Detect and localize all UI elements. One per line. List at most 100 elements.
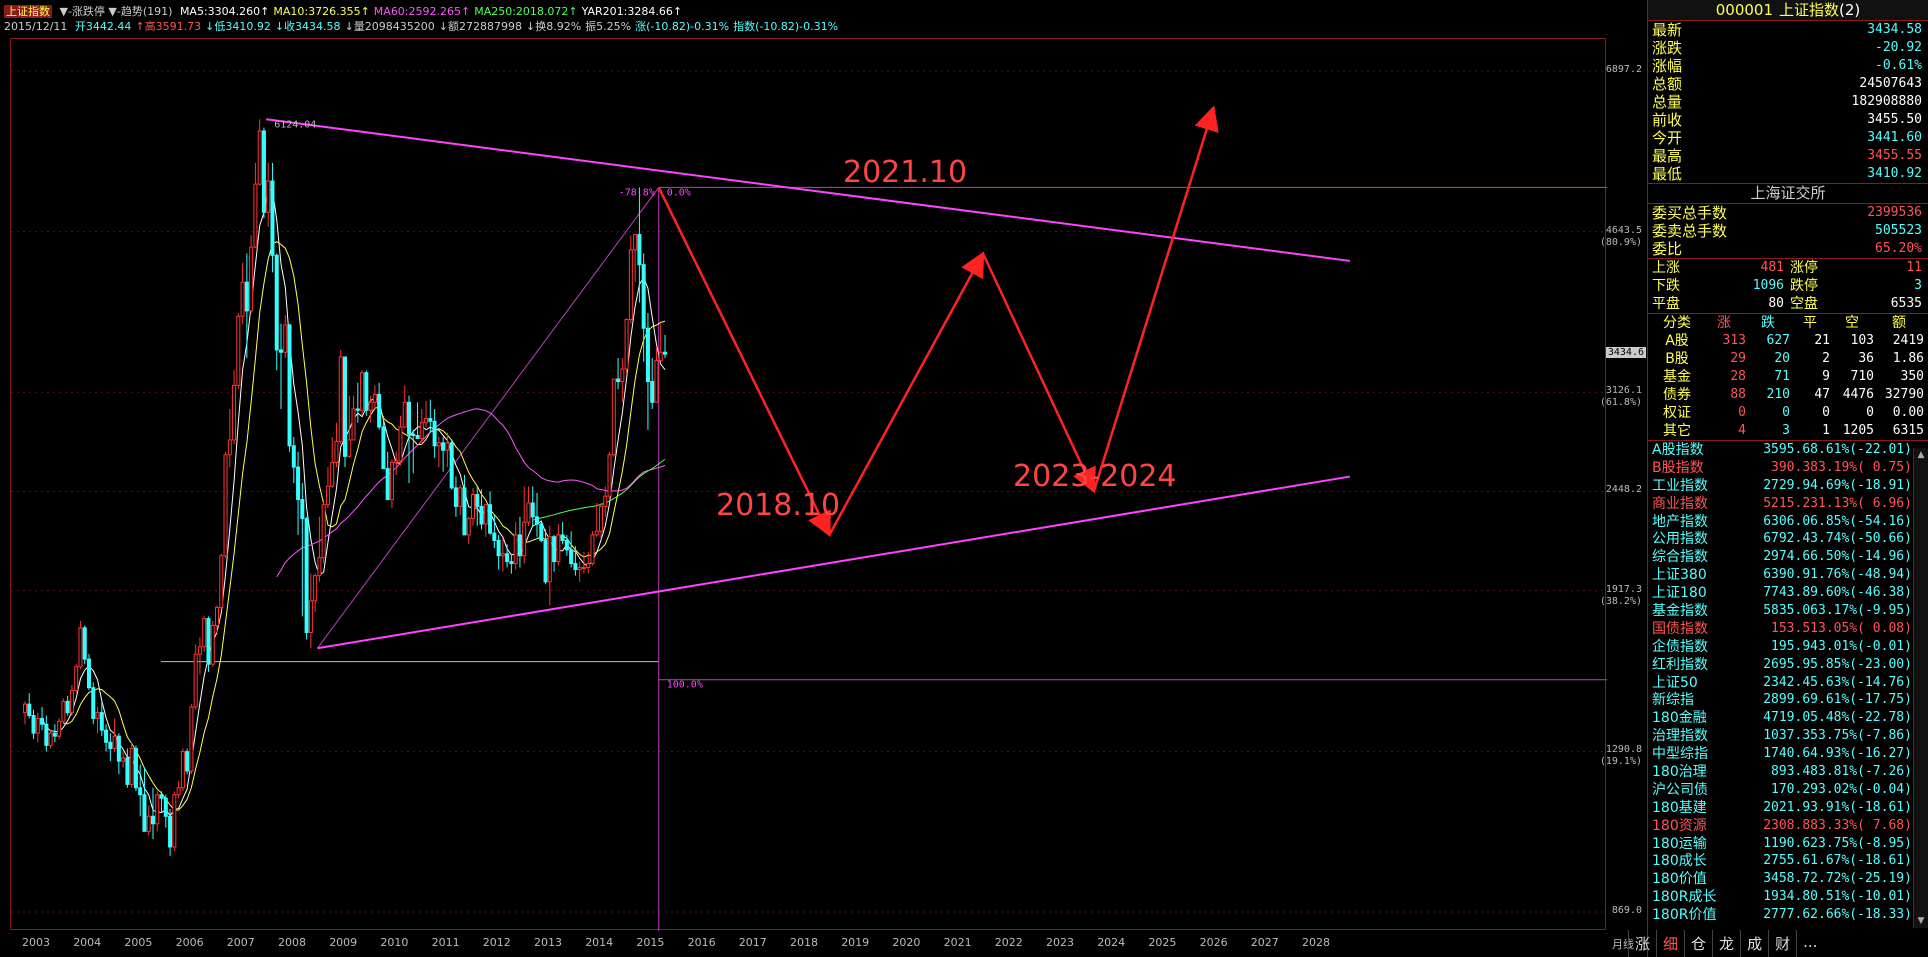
index-list-item[interactable]: 地产指数 6306.06.85%(-54.16): [1648, 513, 1928, 531]
candle-body: [569, 549, 574, 565]
index-list-item[interactable]: 180R成长 1934.80.51%(-10.01): [1648, 888, 1928, 906]
year-tick-label: 2020: [892, 936, 921, 949]
candle-body: [261, 130, 266, 213]
indicator-toggle[interactable]: ▼-涨跌停 ▼-趋势(191): [59, 5, 173, 18]
index-list-item[interactable]: 企债指数 195.94 3.01%(-0.01): [1648, 638, 1928, 656]
classification-header-cell: 跌: [1761, 315, 1775, 331]
classification-row: 基金 28 71 9 710 350: [1648, 368, 1928, 386]
candle-body: [411, 433, 416, 437]
breadth-value: 80: [1768, 296, 1784, 311]
panel-tab[interactable]: ...: [1796, 930, 1823, 957]
candle-body: [594, 530, 599, 536]
index-list-item[interactable]: 180基建 2021.93.91%(-18.61): [1648, 799, 1928, 817]
index-name: 地产指数: [1652, 513, 1708, 530]
index-list-item[interactable]: 上证50 2342.45.63%(-14.76): [1648, 674, 1928, 692]
classification-cell: 28: [1730, 369, 1746, 384]
index-change: 3.05%( 0.08): [1818, 620, 1912, 636]
candle-body: [304, 518, 309, 633]
index-list-item[interactable]: 180资源 2308.88 3.33%( 7.68): [1648, 817, 1928, 835]
panel-tab[interactable]: 财: [1768, 930, 1796, 957]
kline-chart[interactable]: 6124.04 -78.8% 0.0% 100.0%: [11, 39, 1607, 931]
index-list-item[interactable]: 工业指数 2729.94.69%(-18.91): [1648, 477, 1928, 495]
index-list-item[interactable]: 红利指数 2695.95.85%(-23.00): [1648, 656, 1928, 674]
candle-body: [449, 442, 454, 489]
panel-tab[interactable]: 成: [1740, 930, 1768, 957]
order-row: 委比 65.20%: [1648, 240, 1928, 258]
index-list-item[interactable]: 上证380 6390.91.76%(-48.94): [1648, 566, 1928, 584]
candle-body: [159, 794, 164, 799]
price-tick-label: 1917.3: [1605, 583, 1642, 595]
candle-body: [87, 658, 91, 689]
index-name[interactable]: 上证指数: [4, 5, 52, 18]
index-name: B股指数: [1652, 459, 1704, 476]
kline-chart-area[interactable]: 6124.04 -78.8% 0.0% 100.0%: [10, 38, 1607, 931]
annotation-2023-2024: 2023-2024: [1013, 459, 1177, 494]
index-list-item[interactable]: 180R价值 2777.62.66%(-18.33): [1648, 906, 1928, 924]
candle-body: [607, 454, 612, 497]
index-price: 2755.61: [1763, 853, 1818, 869]
index-price: 4719.05: [1763, 710, 1818, 726]
index-price: 2308.88: [1763, 817, 1818, 833]
index-list-item[interactable]: 180运输 1190.62 3.75%(-8.95): [1648, 835, 1928, 853]
index-list-item[interactable]: A股指数 3595.68.61%(-22.01): [1648, 441, 1928, 459]
breadth-value: 1096: [1752, 278, 1784, 293]
candle-body: [146, 815, 151, 832]
order-value: 505523: [1875, 223, 1922, 238]
panel-tab[interactable]: 仓: [1684, 930, 1712, 957]
index-list-item[interactable]: B股指数 390.38 3.19%( 0.75): [1648, 459, 1928, 477]
quote-row: 涨跌 -20.92: [1648, 39, 1928, 57]
index-price: 390.38: [1771, 459, 1818, 475]
ma-label: MA60:2592.265↑: [373, 5, 471, 18]
index-list-item[interactable]: 商业指数 5215.23 1.13%( 6.96): [1648, 495, 1928, 513]
index-list-item[interactable]: 180成长 2755.61.67%(-18.61): [1648, 852, 1928, 870]
scroll-up-icon[interactable]: ▲: [1917, 450, 1925, 460]
panel-tab[interactable]: 细: [1656, 930, 1684, 957]
index-list-item[interactable]: 治理指数 1037.35 3.75%(-7.86): [1648, 727, 1928, 745]
panel-tab[interactable]: 涨: [1628, 930, 1656, 957]
index-price: 2899.69: [1763, 692, 1818, 708]
quote-row: 最新 3434.58: [1648, 21, 1928, 39]
index-name: 上证380: [1652, 567, 1707, 584]
classification-cell: 313: [1722, 333, 1746, 348]
classification-cell: 3: [1782, 423, 1790, 438]
candle-body: [663, 351, 667, 355]
index-list-item[interactable]: 沪公司债 170.29 3.02%(-0.04): [1648, 781, 1928, 799]
index-list-item[interactable]: 公用指数 6792.43.74%(-50.66): [1648, 530, 1928, 548]
scroll-down-icon[interactable]: ▼: [1917, 916, 1925, 926]
candle-body: [517, 534, 522, 557]
index-list-item[interactable]: 基金指数 5835.06 3.17%(-9.95): [1648, 602, 1928, 620]
index-list-item[interactable]: 180价值 3458.72.72%(-25.19): [1648, 870, 1928, 888]
index-list-item[interactable]: 180金融 4719.05.48%(-22.78): [1648, 709, 1928, 727]
index-change: .61%(-22.01): [1818, 442, 1912, 457]
index-list-item[interactable]: 180治理 893.48 3.81%(-7.26): [1648, 763, 1928, 781]
candle-body: [343, 356, 347, 457]
candle-body: [505, 553, 510, 563]
classification-cell: 32790: [1884, 387, 1924, 402]
market-breadth: 上涨 481 涨停 11 下跌 1096 跌停 3 平盘 80 空盘 6535: [1648, 258, 1928, 313]
index-list-item[interactable]: 中型综指 1740.64.93%(-16.27): [1648, 745, 1928, 763]
candle-body: [355, 408, 360, 411]
index-price: 2695.95: [1763, 656, 1818, 672]
candle-body: [432, 420, 437, 447]
index-list-item[interactable]: 国债指数 153.51 3.05%( 0.08): [1648, 620, 1928, 638]
index-change: .72%(-25.19): [1818, 871, 1912, 887]
candle-body: [274, 254, 279, 351]
classification-cell: 0: [1782, 405, 1790, 420]
candle-body: [453, 487, 458, 507]
index-list-item[interactable]: 新综指 2899.69.61%(-17.75): [1648, 691, 1928, 709]
index-change: .69%(-18.91): [1818, 477, 1912, 493]
index-list-item[interactable]: 综合指数 2974.66.50%(-14.96): [1648, 548, 1928, 566]
index-change: .74%(-50.66): [1818, 531, 1912, 547]
index-price: 2342.45: [1763, 674, 1818, 690]
index-list-item[interactable]: 上证180 7743.89.60%(-46.38): [1648, 584, 1928, 602]
index-list-scrollbar[interactable]: ▲ ▼: [1913, 448, 1928, 928]
index-change: .85%(-23.00): [1818, 656, 1912, 672]
classification-cell: 210: [1766, 387, 1790, 402]
panel-tab[interactable]: 龙: [1712, 930, 1740, 957]
classification-cell: 1: [1822, 423, 1830, 438]
candle-body: [244, 281, 249, 312]
classification-cell: 基金: [1663, 369, 1691, 385]
classification-table: 分类涨跌平空额 A股 313 627 21 103 2419 B股 29 20 2 36 1.86 基金 2…: [1648, 313, 1928, 440]
time-axis: 2003 2004 2005 2006 2007 2008 2009 2010 2011 2012…: [0, 930, 1645, 957]
year-tick-label: 2023: [1046, 936, 1074, 949]
